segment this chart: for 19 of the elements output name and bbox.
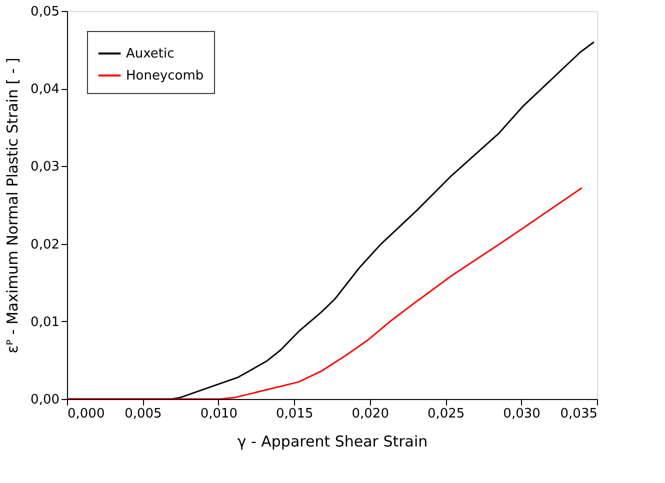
y-tick-label: 0,04 — [30, 82, 60, 98]
x-tick-label: 0,020 — [352, 406, 389, 422]
y-tick-label: 0,00 — [30, 392, 60, 408]
y-tick-label: 0,03 — [30, 160, 60, 175]
x-tick-label: 0,035 — [560, 406, 598, 422]
x-tick-label: 0,015 — [276, 406, 314, 422]
x-tick-label: 0,030 — [503, 406, 540, 422]
x-axis-title: γ - Apparent Shear Strain — [237, 432, 428, 450]
x-tick-label: 0,025 — [427, 406, 465, 422]
y-tick-label: 0,02 — [30, 237, 60, 252]
y-axis-title: εᴾ - Maximum Normal Plastic Strain [ - ] — [4, 58, 22, 354]
x-tick-label: 0,010 — [200, 406, 238, 422]
x-tick-label: 0,000 — [68, 406, 105, 422]
y-tick-label: 0,05 — [30, 4, 60, 20]
y-tick-label: 0,01 — [30, 314, 60, 330]
legend-label: Honeycomb — [126, 68, 204, 84]
line-series — [67, 187, 583, 399]
legend-label: Auxetic — [126, 46, 174, 62]
x-tick-label: 0,005 — [124, 406, 162, 422]
